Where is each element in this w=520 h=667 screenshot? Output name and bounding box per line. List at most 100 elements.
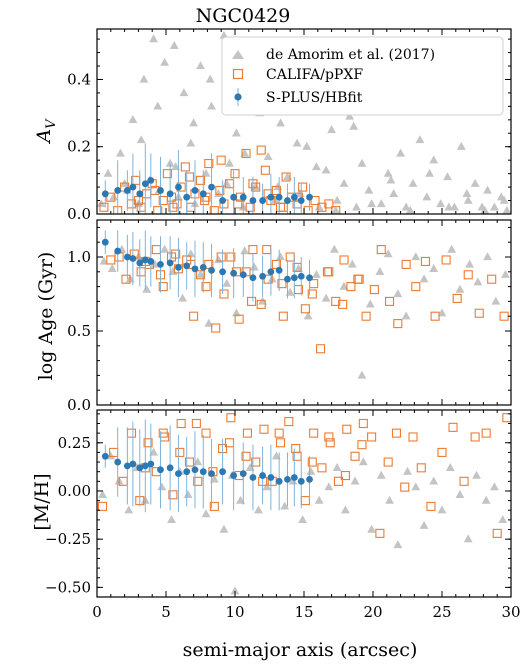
point-califa [114, 252, 124, 262]
point-amorim [271, 451, 281, 460]
point-splus [208, 183, 215, 191]
point-amorim [401, 202, 411, 211]
point-splus [166, 259, 174, 267]
y-tick-label: −0.50 [45, 578, 91, 596]
point-amorim [403, 466, 412, 475]
point-amorim [142, 284, 152, 293]
point-amorim [491, 296, 501, 305]
point-splus [136, 259, 144, 267]
x-tick-label: 15 [294, 603, 313, 621]
point-amorim [367, 524, 377, 533]
point-amorim [483, 185, 492, 194]
point-califa [437, 447, 447, 457]
point-amorim [465, 259, 475, 268]
point-califa [209, 501, 219, 511]
point-califa [325, 438, 335, 448]
point-califa [151, 245, 161, 255]
point-amorim [314, 202, 324, 211]
point-splus [267, 474, 275, 481]
point-califa [459, 476, 469, 486]
point-califa [184, 457, 195, 467]
point-amorim [298, 515, 308, 524]
point-splus [230, 193, 238, 201]
point-califa [322, 267, 333, 277]
point-amorim [201, 168, 211, 177]
point-splus [136, 190, 144, 198]
point-amorim [245, 463, 255, 472]
point-califa [346, 282, 356, 292]
point-amorim [444, 202, 454, 211]
point-califa [126, 428, 137, 438]
point-amorim [419, 274, 429, 283]
point-amorim [327, 125, 337, 134]
point-splus [297, 272, 305, 280]
point-splus [191, 265, 199, 273]
point-splus [101, 452, 109, 460]
point-califa [219, 289, 229, 299]
x-tick-label: 5 [161, 603, 171, 621]
point-califa [251, 457, 261, 467]
figure-title: NGC0429 [196, 5, 291, 27]
point-amorim [501, 269, 510, 278]
point-califa [121, 274, 131, 284]
point-splus [259, 472, 266, 479]
point-califa [241, 451, 251, 461]
point-splus [123, 187, 131, 194]
point-splus [249, 474, 257, 481]
point-splus [239, 470, 247, 478]
point-splus [259, 197, 266, 204]
point-splus [219, 468, 226, 476]
point-splus [166, 190, 174, 198]
point-califa [391, 428, 402, 438]
legend-label-califa: CALIFA/pPXF [266, 67, 363, 83]
point-amorim [473, 277, 483, 286]
point-califa [245, 202, 255, 212]
point-califa [340, 470, 350, 481]
point-amorim [219, 524, 229, 533]
point-amorim [383, 249, 393, 258]
point-amorim [499, 195, 509, 204]
point-amorim [314, 495, 324, 504]
x-tick-label: 25 [432, 603, 451, 621]
point-amorim [183, 490, 193, 498]
point-splus [275, 266, 283, 274]
point-califa [307, 289, 317, 299]
point-splus [239, 271, 247, 279]
point-califa [211, 323, 221, 333]
point-amorim [502, 205, 511, 214]
point-splus [284, 476, 291, 483]
point-amorim [389, 189, 399, 197]
point-splus [183, 262, 191, 270]
point-califa [158, 282, 168, 292]
point-amorim [463, 534, 473, 543]
point-amorim [352, 202, 361, 211]
point-amorim [331, 205, 341, 214]
point-amorim [455, 284, 465, 293]
point-amorim [436, 199, 446, 208]
point-amorim [171, 162, 181, 171]
point-califa [367, 432, 377, 442]
point-splus [259, 272, 266, 280]
legend-box [221, 36, 504, 116]
point-califa [175, 447, 185, 457]
point-califa [393, 319, 403, 329]
point-splus [306, 193, 313, 201]
point-califa [316, 344, 326, 354]
point-splus [175, 263, 182, 271]
point-califa [452, 293, 462, 303]
point-amorim [204, 318, 214, 327]
point-splus [284, 275, 291, 283]
point-califa [416, 463, 426, 473]
point-splus [101, 190, 109, 198]
point-califa [317, 463, 327, 473]
point-splus [290, 193, 298, 201]
point-califa [400, 482, 410, 492]
point-califa [262, 245, 272, 255]
y-tick-label: 0.5 [67, 322, 91, 340]
point-califa [171, 249, 181, 259]
point-amorim [490, 202, 499, 211]
point-amorim [276, 118, 285, 127]
point-splus [114, 247, 122, 255]
point-califa [230, 169, 240, 179]
point-amorim [463, 195, 473, 204]
